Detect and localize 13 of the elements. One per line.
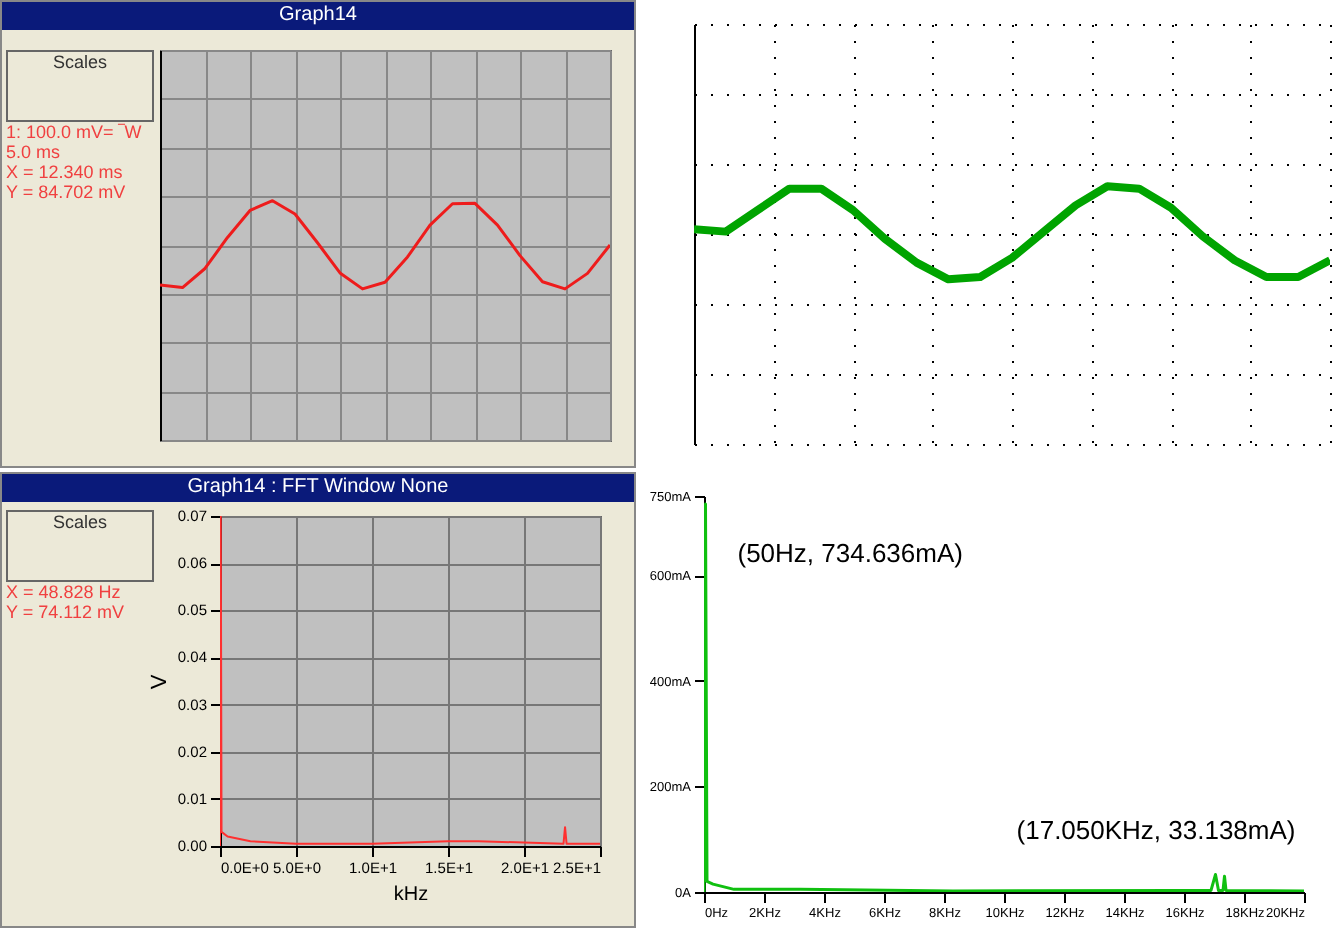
y-axis-title: V: [147, 673, 172, 690]
text: Y = 74.112 mV: [6, 602, 126, 622]
x-axis-title: kHz: [393, 884, 429, 906]
text: 1: 100.0 mV= ‾W 5.0 ms: [6, 122, 144, 162]
text: Scales: [6, 50, 154, 122]
annotation: (17.050KHz, 33.138mA): [1016, 814, 1296, 845]
chart-title: Graph14: [2, 2, 634, 30]
text: X = 48.828 Hz: [6, 582, 123, 602]
chart-title: Graph14 : FFT Window None: [2, 474, 634, 502]
text: Scales: [6, 510, 154, 582]
annotation: (50Hz, 734.636mA): [737, 538, 963, 569]
text: Y = 84.702 mV: [6, 182, 128, 202]
text: X = 12.340 ms: [6, 162, 125, 182]
